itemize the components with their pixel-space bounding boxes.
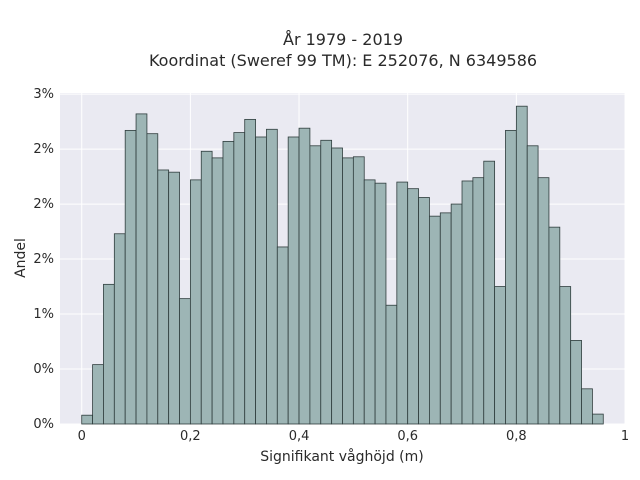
histogram-bar xyxy=(396,181,409,425)
histogram-bar xyxy=(526,145,539,425)
histogram-bar xyxy=(124,129,137,425)
histogram-bar xyxy=(385,304,398,425)
x-tick-label: 0 xyxy=(78,429,86,444)
histogram-bar xyxy=(570,340,582,425)
histogram-bar xyxy=(287,136,300,425)
x-axis-ticks: 0 0,2 0,4 0,6 0,8 1 xyxy=(78,429,630,444)
histogram-bar xyxy=(200,150,213,425)
histogram-bar xyxy=(309,145,322,425)
histogram-bar xyxy=(352,156,365,425)
histogram-bar xyxy=(450,203,463,425)
histogram-bar xyxy=(135,113,148,425)
histogram-bar xyxy=(179,298,191,425)
x-tick-label: 0,2 xyxy=(180,429,201,444)
histogram-bar xyxy=(592,413,604,425)
y-tick-label: 2% xyxy=(33,142,54,157)
histogram-bar xyxy=(374,182,387,425)
x-tick-label: 0,4 xyxy=(289,429,310,444)
y-axis-title: Andel xyxy=(13,238,29,278)
histogram-bar xyxy=(113,233,126,425)
histogram-bar xyxy=(211,157,224,425)
y-tick-label: 3% xyxy=(33,87,54,102)
histogram-bar xyxy=(407,188,419,425)
x-axis-title: Signifikant våghöjd (m) xyxy=(260,448,423,465)
histogram-bar xyxy=(168,171,180,425)
histogram-bar xyxy=(429,215,441,425)
histogram-bar xyxy=(515,105,528,425)
histogram-bar xyxy=(548,226,561,425)
histogram-bar xyxy=(483,160,496,425)
histogram-bar xyxy=(233,132,246,425)
histogram-bar xyxy=(92,364,104,425)
y-tick-label: 2% xyxy=(33,252,54,267)
histogram-bar xyxy=(81,414,93,425)
x-tick-label: 0,8 xyxy=(506,429,527,444)
chart-title-line-2: Koordinat (Sweref 99 TM): E 252076, N 63… xyxy=(149,51,537,70)
histogram-bar xyxy=(418,197,430,425)
histogram-bar xyxy=(363,179,376,425)
histogram-bars xyxy=(81,105,604,425)
histogram-bar xyxy=(320,139,333,425)
histogram-bar xyxy=(276,246,289,425)
histogram-bar xyxy=(189,179,202,425)
histogram-bar xyxy=(472,177,485,425)
histogram-bar xyxy=(222,140,235,425)
histogram-bar xyxy=(505,129,517,425)
y-tick-label: 0% xyxy=(33,417,54,432)
histogram-bar xyxy=(461,180,474,425)
chart-title-line-1: År 1979 - 2019 xyxy=(283,30,403,49)
histogram-bar xyxy=(244,118,256,425)
histogram-bar xyxy=(255,136,267,425)
x-tick-label: 1 xyxy=(621,429,629,444)
histogram-bar xyxy=(146,133,159,425)
x-tick-label: 0,6 xyxy=(397,429,418,444)
y-tick-label: 1% xyxy=(33,307,54,322)
histogram-bar xyxy=(581,388,593,425)
histogram-bar xyxy=(331,147,343,425)
histogram-bar xyxy=(439,212,452,425)
y-tick-label: 0% xyxy=(33,362,54,377)
histogram-bar xyxy=(537,177,550,425)
histogram-bar xyxy=(342,157,354,425)
y-tick-label: 2% xyxy=(33,197,54,212)
histogram-bar xyxy=(103,283,115,425)
histogram-bar xyxy=(559,286,572,425)
histogram-bar xyxy=(298,127,311,425)
histogram-bar xyxy=(266,128,278,425)
histogram-bar xyxy=(494,286,506,425)
y-axis-ticks: 0% 0% 1% 2% 2% 2% 3% xyxy=(33,87,54,432)
histogram-bar xyxy=(157,169,170,425)
